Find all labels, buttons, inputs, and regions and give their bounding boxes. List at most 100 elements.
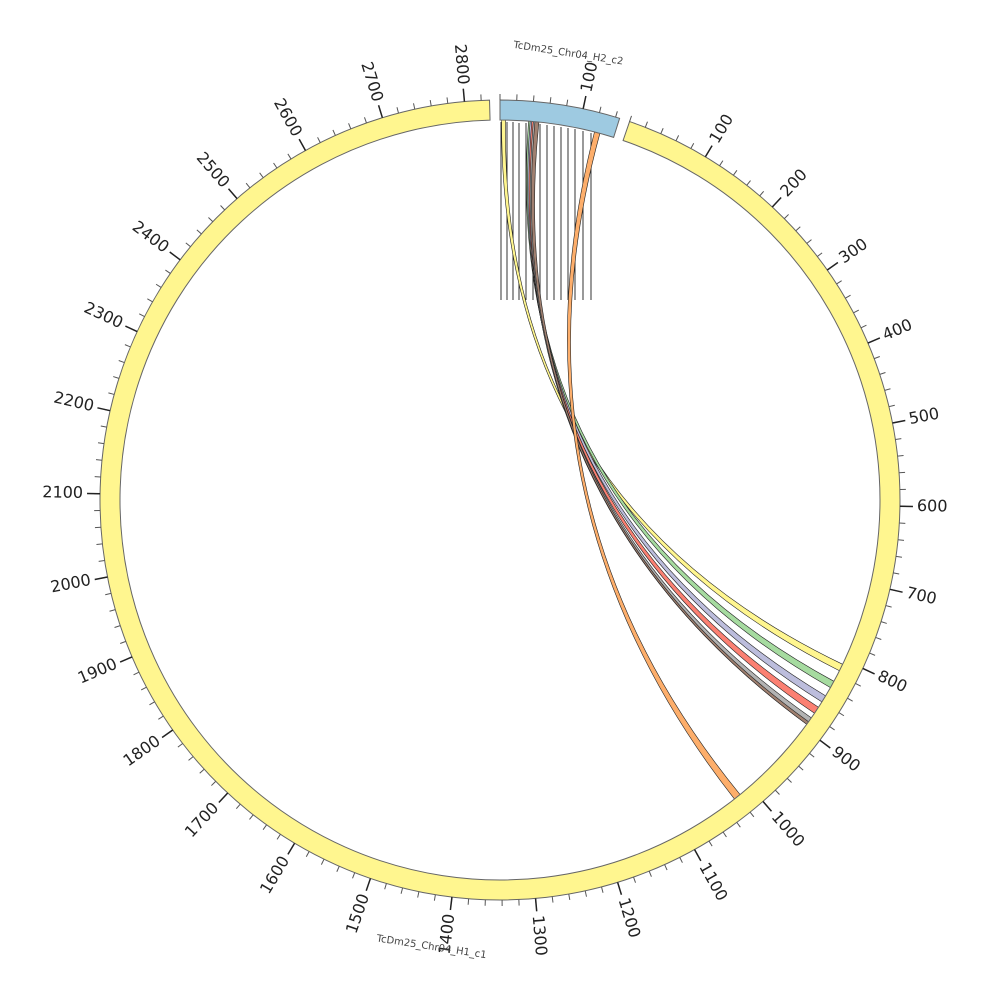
minor-tick xyxy=(880,621,887,624)
minor-tick xyxy=(100,425,107,428)
minor-tick xyxy=(245,182,251,189)
minor-tick xyxy=(874,356,880,360)
major-tick xyxy=(119,656,133,663)
minor-tick xyxy=(433,894,436,901)
minor-tick xyxy=(690,142,695,149)
minor-tick xyxy=(199,768,205,774)
major-tick xyxy=(771,196,782,208)
minor-tick xyxy=(795,226,801,232)
minor-tick xyxy=(836,280,842,285)
tick-label: 1100 xyxy=(695,859,731,904)
minor-tick xyxy=(845,294,851,299)
tick-label: 1000 xyxy=(768,807,809,850)
minor-tick xyxy=(249,814,254,820)
major-tick xyxy=(97,407,111,412)
minor-tick xyxy=(860,324,867,329)
minor-tick xyxy=(276,834,281,840)
minor-tick xyxy=(895,555,903,558)
minor-tick xyxy=(895,438,902,440)
minor-tick xyxy=(95,459,103,461)
minor-tick xyxy=(615,111,618,118)
minor-tick xyxy=(809,752,815,758)
tick-label: 1600 xyxy=(256,852,293,897)
minor-tick xyxy=(417,891,420,898)
minor-tick xyxy=(629,115,632,122)
minor-tick xyxy=(396,107,399,114)
minor-tick xyxy=(429,99,432,107)
tick-label: 2600 xyxy=(270,95,306,140)
minor-tick xyxy=(806,239,812,244)
tick-label: 2800 xyxy=(451,43,474,85)
major-tick xyxy=(819,739,831,749)
major-tick xyxy=(125,325,138,333)
tick-label: 1500 xyxy=(342,891,373,936)
major-tick xyxy=(169,251,181,261)
major-tick xyxy=(762,800,773,812)
major-tick xyxy=(892,419,906,424)
minor-tick xyxy=(722,831,727,838)
minor-tick xyxy=(853,309,860,314)
minor-tick xyxy=(317,137,321,143)
minor-tick xyxy=(798,765,804,771)
tick-label: 1700 xyxy=(181,798,223,841)
tick-label: 1200 xyxy=(614,895,644,940)
major-tick xyxy=(616,882,623,895)
minor-tick xyxy=(897,539,905,541)
minor-tick xyxy=(584,890,587,897)
tick-label: 2400 xyxy=(129,217,173,257)
tick-label: 500 xyxy=(907,404,941,429)
minor-tick xyxy=(384,883,387,890)
minor-tick xyxy=(273,162,278,169)
minor-tick xyxy=(211,781,217,786)
minor-tick xyxy=(352,872,356,879)
minor-tick xyxy=(869,652,876,656)
segment-arc xyxy=(99,99,901,901)
major-tick xyxy=(704,145,713,158)
tick-label: 700 xyxy=(905,583,939,608)
minor-tick xyxy=(108,392,115,395)
minor-tick xyxy=(733,170,738,176)
tick-label: 1400 xyxy=(435,913,459,956)
tick-label: 2200 xyxy=(52,388,96,416)
major-tick xyxy=(826,261,839,271)
minor-tick xyxy=(105,592,112,596)
minor-tick xyxy=(759,190,765,197)
major-tick xyxy=(227,188,238,200)
tick-label: 900 xyxy=(828,742,864,776)
minor-tick xyxy=(140,686,147,691)
tick-label: 600 xyxy=(917,496,948,515)
minor-tick xyxy=(97,442,105,445)
minor-tick xyxy=(336,866,340,872)
minor-tick xyxy=(348,123,352,130)
minor-tick xyxy=(829,726,835,731)
tick-label: 100 xyxy=(576,60,601,94)
tick-label: 400 xyxy=(879,315,915,344)
minor-tick xyxy=(177,743,183,748)
tick-label: 2700 xyxy=(357,59,387,104)
minor-tick xyxy=(185,242,191,248)
minor-tick xyxy=(660,128,664,134)
major-tick xyxy=(218,792,229,804)
tick-label: 2500 xyxy=(193,148,234,191)
minor-tick xyxy=(305,851,310,858)
minor-tick xyxy=(633,876,636,883)
minor-tick xyxy=(287,153,292,160)
minor-tick xyxy=(262,824,267,830)
minor-tick xyxy=(664,864,668,871)
major-tick xyxy=(377,105,384,118)
minor-tick xyxy=(838,712,845,717)
minor-tick xyxy=(118,360,125,364)
major-tick xyxy=(582,95,587,109)
minor-tick xyxy=(120,640,126,644)
segment-name: TcDm25_Chr04_H2_c2 xyxy=(512,40,624,68)
major-tick xyxy=(287,842,296,855)
minor-tick xyxy=(601,886,604,893)
minor-tick xyxy=(888,404,895,408)
tick-label: 300 xyxy=(835,234,871,267)
minor-tick xyxy=(897,454,904,457)
minor-tick xyxy=(679,857,683,863)
artifact-lines xyxy=(500,122,592,300)
tick-label: 1900 xyxy=(75,654,120,687)
minor-tick xyxy=(138,313,145,317)
tick-label: 2000 xyxy=(49,570,93,596)
